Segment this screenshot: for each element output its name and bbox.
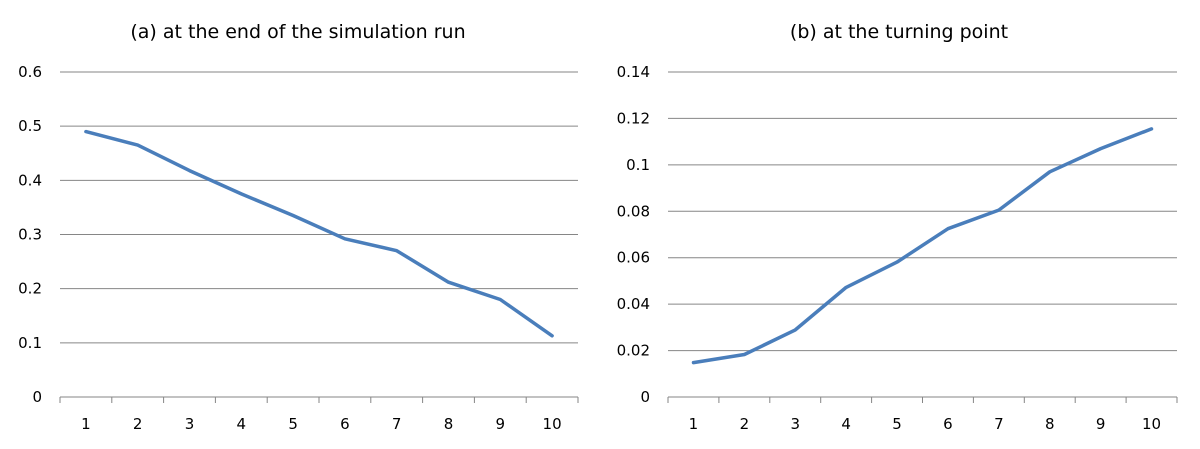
chart-b-x-tick-label: 9	[1096, 415, 1106, 433]
chart-b-y-tick-label: 0	[640, 388, 650, 406]
chart-b-x-tick-label: 5	[892, 415, 902, 433]
chart-a-x-tick-label: 6	[340, 415, 350, 433]
chart-a-x-tick-label: 9	[496, 415, 506, 433]
chart-b-y-tick-label: 0.08	[617, 202, 650, 220]
chart-b-series-line	[691, 127, 1154, 365]
chart-b-y-tick-label: 0.04	[617, 295, 650, 313]
chart-a-y-tick-label: 0.1	[18, 334, 42, 352]
chart-a-x-tick-label: 1	[81, 415, 91, 433]
chart-b-title: (b) at the turning point	[790, 21, 1008, 43]
chart-a-y-tick-label: 0.3	[18, 226, 42, 244]
chart-a-x-tick-label: 3	[185, 415, 195, 433]
chart-b-x-tick-label: 7	[994, 415, 1004, 433]
chart-a-title: (a) at the end of the simulation run	[130, 21, 465, 43]
chart-a-y-tick-label: 0.2	[18, 280, 42, 298]
chart-a-x-tick-label: 8	[444, 415, 454, 433]
chart-b-y-tick-label: 0.1	[626, 156, 650, 174]
chart-b-y-tick-label: 0.02	[617, 342, 650, 360]
chart-a-y-tick-label: 0.5	[18, 117, 42, 135]
chart-a-series-line	[84, 129, 554, 338]
chart-a-y-tick-label: 0	[32, 388, 42, 406]
chart-b: 0 0.02 0.04 0.06 0.08 0.1 0.12 0.14 1 2 3 4 5 6 7 8 9 10	[617, 63, 1178, 433]
chart-a-x-tick-label: 4	[237, 415, 247, 433]
chart-b-y-tick-label: 0.14	[617, 63, 650, 81]
chart-a-x-tick-label: 2	[133, 415, 143, 433]
chart-a-x-tick-label: 7	[392, 415, 402, 433]
chart-a-y-tick-label: 0.4	[18, 171, 42, 189]
chart-b-x-tick-label: 1	[689, 415, 699, 433]
chart-b-x-tick-label: 2	[740, 415, 750, 433]
chart-b-x-tick-label: 4	[841, 415, 851, 433]
chart-a-x-tick-label: 5	[288, 415, 298, 433]
chart-a-x-tick-label: 10	[543, 415, 562, 433]
chart-a: 0 0.1 0.2 0.3 0.4 0.5 0.6 1 2 3 4 5 6 7 8 9 10	[18, 63, 579, 433]
chart-b-y-tick-label: 0.06	[617, 249, 650, 267]
chart-b-x-tick-label: 10	[1142, 415, 1161, 433]
chart-a-y-tick-label: 0.6	[18, 63, 42, 81]
chart-b-x-tick-label: 3	[790, 415, 800, 433]
chart-b-x-tick-label: 8	[1045, 415, 1055, 433]
chart-b-y-tick-label: 0.12	[617, 109, 650, 127]
chart-b-x-tick-label: 6	[943, 415, 953, 433]
